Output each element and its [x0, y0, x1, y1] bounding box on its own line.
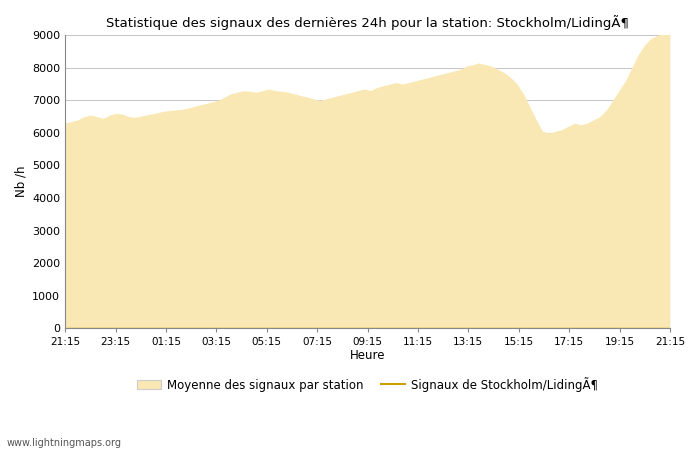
Y-axis label: Nb /h: Nb /h — [15, 166, 28, 198]
Title: Statistique des signaux des dernières 24h pour la station: Stockholm/LidingÃ¶: Statistique des signaux des dernières 24… — [106, 15, 629, 30]
X-axis label: Heure: Heure — [350, 349, 385, 361]
Legend: Moyenne des signaux par station, Signaux de Stockholm/LidingÃ¶: Moyenne des signaux par station, Signaux… — [133, 372, 602, 396]
Text: www.lightningmaps.org: www.lightningmaps.org — [7, 438, 122, 448]
